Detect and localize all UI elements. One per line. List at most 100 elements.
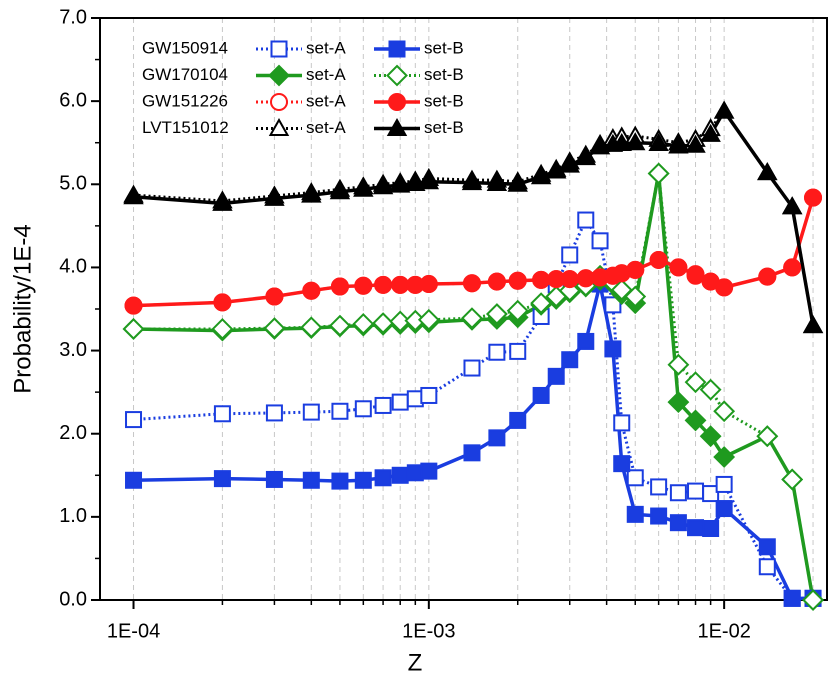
data-point	[265, 287, 284, 306]
data-point	[389, 310, 412, 333]
legend-label: set-B	[424, 91, 464, 110]
data-point	[715, 278, 734, 297]
data-point	[124, 296, 143, 315]
legend-marker	[268, 117, 290, 136]
data-point	[561, 351, 579, 369]
data-point	[686, 265, 705, 284]
y-tick-label: 3.0	[59, 339, 87, 361]
data-point	[391, 393, 409, 411]
legend-label: set-A	[306, 38, 346, 57]
data-point	[625, 132, 646, 151]
data-point	[559, 154, 580, 173]
legend-group-label: LVT151012	[142, 118, 229, 137]
data-point	[684, 409, 707, 432]
data-point	[418, 171, 440, 190]
data-point	[667, 391, 690, 414]
data-point	[532, 386, 550, 404]
data-point	[125, 411, 143, 429]
data-point	[509, 411, 527, 429]
data-point	[302, 281, 321, 300]
data-point	[650, 507, 668, 525]
data-point	[374, 469, 392, 487]
data-point	[263, 317, 286, 340]
y-tick-label: 0.0	[59, 588, 87, 610]
data-point	[509, 342, 527, 360]
data-point	[212, 192, 233, 211]
data-point	[353, 178, 374, 197]
data-point	[532, 270, 551, 289]
data-point	[354, 471, 372, 489]
data-point	[604, 340, 622, 358]
data-point	[374, 275, 393, 294]
data-point	[488, 429, 506, 447]
data-point	[699, 378, 722, 401]
legend-group-label: GW170104	[142, 65, 228, 84]
data-point	[758, 267, 777, 286]
y-tick-label: 2.0	[59, 422, 87, 444]
data-point	[329, 314, 351, 337]
data-point	[487, 272, 506, 291]
data-point	[685, 134, 706, 153]
y-tick-label: 7.0	[59, 6, 87, 28]
data-point	[265, 470, 283, 488]
data-point	[626, 469, 644, 487]
legend-marker	[386, 117, 408, 136]
legend-label: set-A	[306, 65, 346, 84]
data-point	[648, 133, 669, 152]
data-point	[713, 400, 736, 423]
data-point	[391, 466, 409, 484]
data-point	[687, 519, 705, 537]
data-point	[757, 162, 778, 181]
y-tick-label: 4.0	[59, 256, 87, 278]
data-point	[575, 147, 596, 166]
data-point	[352, 313, 375, 335]
data-point	[461, 172, 483, 191]
x-tick-label: 1E-02	[697, 620, 750, 642]
data-point	[669, 484, 687, 502]
data-point	[374, 396, 392, 414]
data-point	[420, 462, 438, 480]
data-point	[669, 514, 687, 532]
data-point	[462, 274, 481, 293]
data-point	[547, 367, 565, 385]
data-point	[758, 538, 776, 556]
data-point	[781, 196, 803, 215]
data-point	[331, 472, 349, 490]
data-point	[420, 386, 438, 404]
data-point	[783, 258, 802, 277]
data-point	[302, 403, 320, 421]
legend-group-label: GW151226	[142, 91, 228, 110]
data-point	[626, 505, 644, 523]
data-point	[647, 162, 670, 185]
data-point	[802, 315, 824, 334]
data-point	[213, 470, 231, 488]
data-point	[463, 359, 481, 377]
legend-label: set-B	[424, 38, 464, 57]
data-point	[611, 133, 632, 152]
y-tick-label: 1.0	[59, 505, 87, 527]
data-point	[591, 232, 609, 250]
data-point	[506, 299, 529, 322]
data-point	[804, 188, 823, 207]
data-point	[613, 455, 631, 473]
data-point	[783, 589, 801, 607]
data-point	[507, 173, 528, 192]
data-point	[687, 482, 705, 500]
data-point	[302, 471, 320, 489]
data-point	[713, 100, 735, 119]
data-point	[626, 260, 645, 279]
data-point	[391, 275, 410, 294]
plot-frame	[99, 17, 828, 601]
data-point	[461, 307, 483, 330]
data-point	[486, 172, 508, 191]
data-point	[781, 468, 804, 491]
legend-marker	[270, 40, 288, 58]
data-point	[419, 275, 438, 294]
data-point	[756, 425, 779, 448]
legend-marker	[388, 40, 406, 58]
data-point	[702, 485, 720, 503]
data-point	[488, 343, 506, 361]
data-point	[331, 402, 349, 420]
data-point	[264, 187, 285, 206]
